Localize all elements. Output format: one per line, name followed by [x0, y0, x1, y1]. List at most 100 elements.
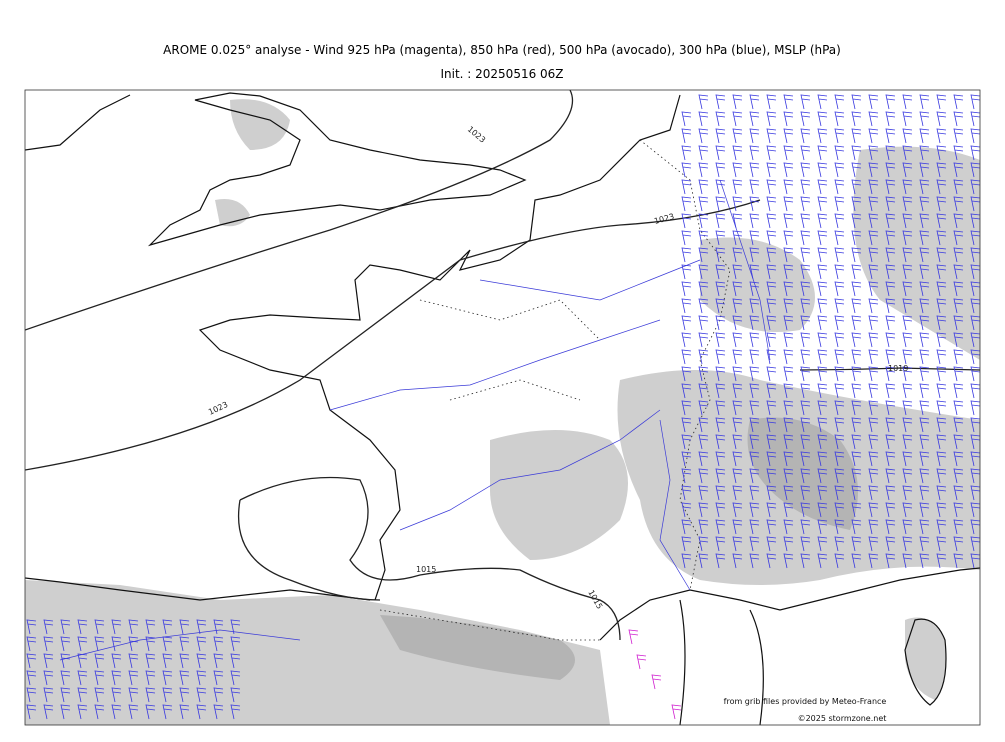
wind-barb [698, 553, 709, 569]
wind-barb [919, 264, 930, 280]
wind-barb [970, 94, 980, 110]
wind-barb [749, 383, 760, 399]
wind-barb [970, 400, 980, 416]
wind-barb [885, 162, 896, 178]
wind-barb [698, 145, 709, 161]
wind-barb [885, 553, 896, 569]
isobars [25, 90, 980, 641]
wind-barb [936, 383, 947, 399]
wind-barb [902, 366, 913, 382]
wind-barb [868, 349, 879, 365]
wind-barb [783, 451, 794, 467]
wind-barb [817, 400, 828, 416]
wind-barb [213, 704, 224, 720]
wind-barb [868, 366, 879, 382]
wind-barb [885, 315, 896, 331]
wind-barb [868, 213, 879, 229]
wind-barb [698, 247, 709, 263]
wind-barb [766, 315, 777, 331]
wind-barb [817, 553, 828, 569]
wind-barb [851, 264, 862, 280]
wind-barb [732, 128, 743, 144]
wind-barb [902, 485, 913, 501]
wind-barb [783, 315, 794, 331]
wind-barb [230, 704, 241, 720]
wind-barb [162, 704, 173, 720]
wind-barb [919, 519, 930, 535]
wind-barb [128, 670, 139, 686]
wind-barb [919, 315, 930, 331]
wind-barb [885, 179, 896, 195]
wind-barb [196, 636, 207, 652]
wind-barb [936, 349, 947, 365]
wind-barb [749, 553, 760, 569]
wind-barb [936, 281, 947, 297]
wind-barb [902, 400, 913, 416]
wind-barb [783, 417, 794, 433]
wind-barb [919, 451, 930, 467]
wind-barb [817, 417, 828, 433]
wind-barb [851, 434, 862, 450]
wind-barb [60, 704, 71, 720]
wind-barb [766, 502, 777, 518]
wind-barb [834, 451, 845, 467]
wind-barb [919, 383, 930, 399]
wind-barb [800, 451, 811, 467]
wind-barb [783, 468, 794, 484]
wind-barb [936, 179, 947, 195]
wind-barb [43, 687, 54, 703]
wind-barb [230, 636, 241, 652]
wind-barb [868, 281, 879, 297]
wind-barb [783, 128, 794, 144]
wind-barb [953, 383, 964, 399]
wind-barb [783, 434, 794, 450]
wind-barb [213, 687, 224, 703]
wind-barb [715, 213, 726, 229]
wind-barb [636, 654, 647, 670]
wind-barb [953, 247, 964, 263]
wind-barb [681, 247, 692, 263]
wind-barb [919, 128, 930, 144]
wind-barb [885, 366, 896, 382]
wind-barb [851, 519, 862, 535]
wind-barb [783, 111, 794, 127]
wind-barb [953, 281, 964, 297]
wind-barb [698, 485, 709, 501]
wind-barb [851, 383, 862, 399]
wind-barb [628, 629, 639, 645]
wind-barb [851, 145, 862, 161]
wind-barb [698, 400, 709, 416]
wind-barb [43, 636, 54, 652]
wind-barb [732, 94, 743, 110]
wind-barb [851, 179, 862, 195]
wind-barb [783, 179, 794, 195]
wind-barb [698, 383, 709, 399]
wind-barb [970, 468, 980, 484]
wind-barb [851, 111, 862, 127]
wind-barb [681, 349, 692, 365]
wind-barb [800, 417, 811, 433]
wind-barb [817, 434, 828, 450]
wind-barb [681, 434, 692, 450]
wind-barb [800, 281, 811, 297]
wind-barb [681, 111, 692, 127]
wind-barb [953, 162, 964, 178]
wind-barb [60, 619, 71, 635]
wind-barb [145, 670, 156, 686]
wind-barb [766, 553, 777, 569]
wind-barb [834, 213, 845, 229]
wind-barb [936, 400, 947, 416]
wind-barb [936, 247, 947, 263]
wind-barb [868, 553, 879, 569]
wind-barb [732, 366, 743, 382]
wind-barb [868, 145, 879, 161]
wind-barb [817, 383, 828, 399]
wind-barb [783, 230, 794, 246]
wind-barb [77, 619, 88, 635]
wind-barb [681, 536, 692, 552]
wind-barb [851, 298, 862, 314]
wind-barb [732, 349, 743, 365]
wind-barb [851, 502, 862, 518]
wind-barb [970, 281, 980, 297]
wind-barb [749, 315, 760, 331]
